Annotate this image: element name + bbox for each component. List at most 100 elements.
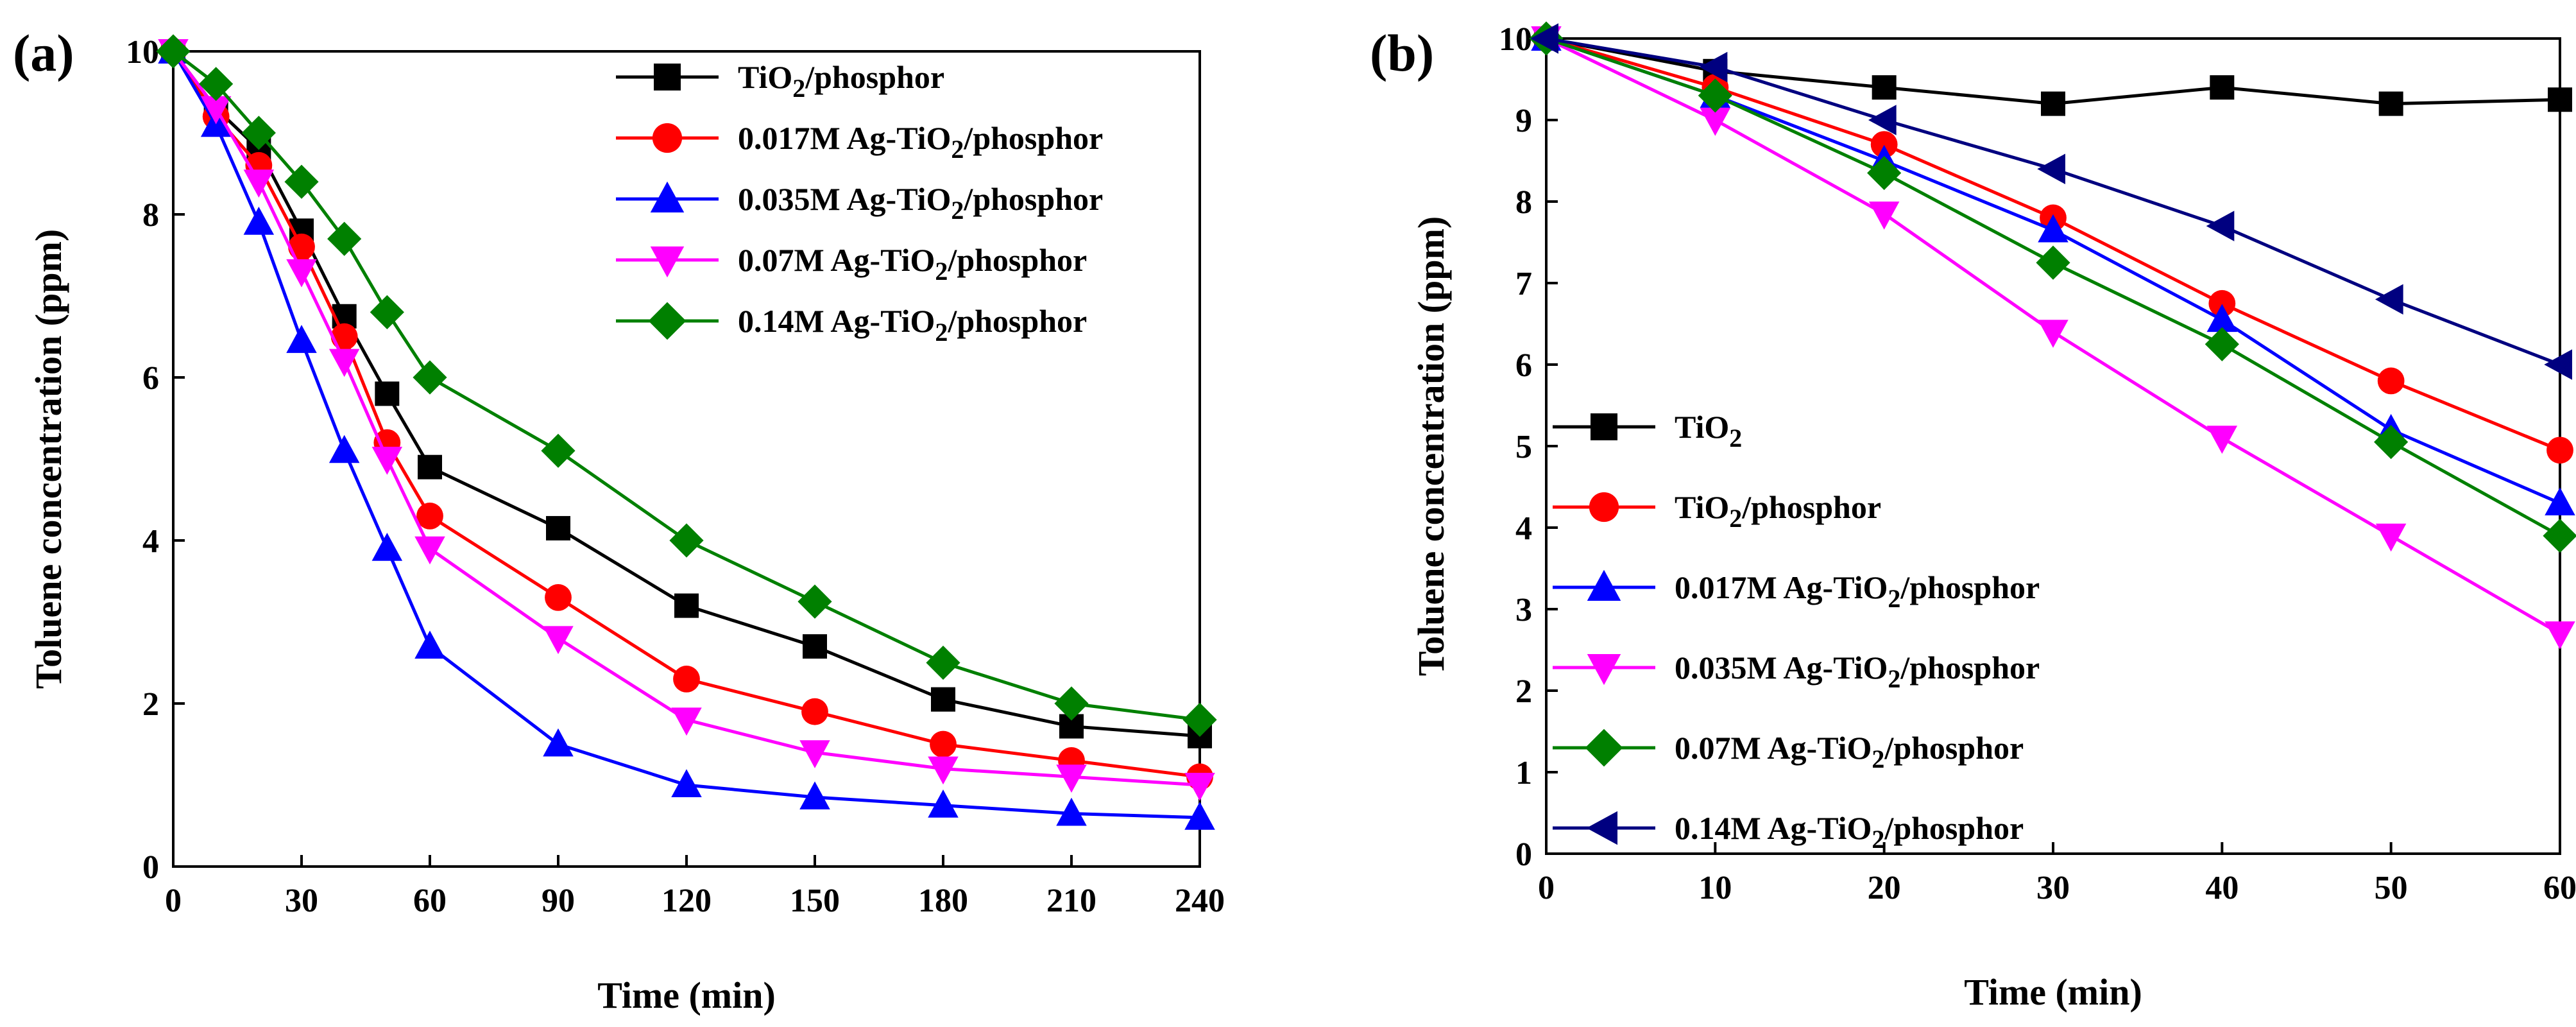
panel-b-series-5	[1530, 23, 2572, 380]
panel-b-legend-label: 0.017M Ag-TiO2/phosphor	[1675, 569, 2040, 613]
panel-a-series-3-point	[200, 96, 232, 125]
panel-b-series-5-line	[1546, 37, 2561, 367]
panel-a-series-3-point	[671, 707, 702, 736]
panel-a-series-3-point	[286, 259, 317, 288]
panel-a-series-1-point	[545, 584, 572, 611]
panel-a-series-3	[158, 39, 1215, 801]
panel-a-legend-entry-4: 0.14M Ag-TiO2/phosphor	[616, 302, 1087, 347]
panel-a-y-tick-label: 4	[142, 523, 159, 560]
panel-a-series-4-point	[327, 221, 362, 256]
panel-a-legend-entry-2: 0.035M Ag-TiO2/phosphor	[616, 181, 1103, 225]
panel-a-series-2-point	[1056, 797, 1087, 826]
panel-a-legend-entry-0: TiO2/phosphor	[616, 59, 944, 103]
panel-b-x-tick-label: 0	[1538, 870, 1555, 906]
panel-a-series-4-point	[413, 360, 447, 395]
panel-a-legend-label: 0.07M Ag-TiO2/phosphor	[738, 242, 1087, 286]
panel-b-series-2-point	[2038, 214, 2068, 243]
panel-a-y-tick-label: 2	[142, 686, 159, 723]
panel-a: 0 30 60 90 120 150 180 210 240 0 2 4 6 8 10 Time (min) T…	[13, 24, 1225, 1016]
panel-b-series-3-point	[2038, 320, 2068, 348]
panel-b-y-tick-label: 6	[1515, 347, 1532, 384]
panel-b-x-tick-label: 50	[2375, 870, 2408, 906]
panel-a-legend-label: 0.14M Ag-TiO2/phosphor	[738, 303, 1087, 347]
panel-b-y-tick-label: 10	[1499, 21, 1532, 58]
panel-b-legend-entry-5: 0.14M Ag-TiO2/phosphor	[1553, 810, 2024, 854]
panel-b-legend-label: 0.035M Ag-TiO2/phosphor	[1675, 650, 2040, 693]
panel-a-series-0-point	[674, 593, 699, 618]
panel-b-legend-marker	[1589, 492, 1619, 522]
panel-b-legend-entry-0: TiO2	[1553, 409, 1742, 453]
panel-b-series-5-point	[2206, 211, 2235, 241]
panel-a-series-4	[156, 34, 1217, 737]
panel-a-series-0-point	[375, 381, 400, 406]
panel-a-x-tick-label: 240	[1175, 883, 1225, 919]
panel-b-series-3-point	[1700, 108, 1731, 136]
panel-b-series-3	[1531, 26, 2575, 650]
panel-a-series-1-point	[801, 698, 828, 725]
panel-b-y-tick-label: 7	[1515, 266, 1532, 302]
panel-b-y-tick-label: 3	[1515, 592, 1532, 628]
panel-b-x-tick-label: 60	[2543, 870, 2576, 906]
panel-b-series-0-point	[2378, 91, 2403, 116]
panel-b-y-tick-label: 5	[1515, 429, 1532, 465]
panel-b-x-axis-title: Time (min)	[1964, 971, 2142, 1013]
panel-b-series-4-point	[1698, 78, 1732, 113]
panel-a-legend-marker	[654, 64, 681, 91]
panel-b-series-5-point	[2544, 349, 2572, 380]
panel-a-series-1-point	[330, 323, 358, 350]
panel-a-x-tick-label: 60	[413, 883, 447, 919]
panel-a-x-axis-title: Time (min)	[597, 974, 776, 1016]
panel-b-series-1-point	[2208, 289, 2236, 317]
panel-b-series-5-point	[2037, 153, 2065, 184]
panel-b-legend-marker	[1586, 811, 1617, 845]
panel-a-series-2-point	[328, 435, 360, 463]
panel-b-y-tick-label: 0	[1515, 836, 1532, 873]
panel-a-x-tick-label: 180	[918, 883, 968, 919]
panel-b-series-5-point	[1699, 51, 1728, 83]
panel-b-y-tick-label: 9	[1515, 103, 1532, 139]
panel-a-series-0-point	[546, 515, 570, 540]
panel-a-series-2-line	[171, 50, 1200, 820]
panel-b-legend-entry-3: 0.035M Ag-TiO2/phosphor	[1553, 650, 2040, 693]
panel-a-series-1-point	[673, 666, 700, 693]
panel-a-series-3-point	[799, 740, 830, 768]
panel-b-series-4-point	[2374, 425, 2409, 460]
panel-b-legend-marker	[1591, 413, 1617, 440]
panel-b-y-tick-label: 1	[1515, 755, 1532, 791]
panel-a-series-1-point	[416, 503, 443, 530]
panel-b-legend-marker	[1587, 569, 1621, 601]
panel-b-legend-label: 0.07M Ag-TiO2/phosphor	[1675, 730, 2024, 773]
panel-a-series-4-point	[541, 433, 576, 468]
panel-a-series-4-point	[156, 34, 191, 69]
panel-a-series-4-point	[798, 584, 832, 619]
panel-a-series-4-point	[1182, 702, 1217, 737]
panel-a-series-2	[158, 35, 1215, 830]
panel-b-series-1-point	[2377, 367, 2405, 395]
panel-a-series-2-point	[1184, 802, 1215, 830]
panel-a-x-tick-label: 150	[790, 883, 840, 919]
panel-b-series-3-point	[1868, 202, 1900, 230]
panel-a-series-3-point	[928, 756, 959, 785]
panel-b-y-axis-title: Toluene concentration (ppm)	[1410, 216, 1452, 676]
panel-b-series-0-point	[2548, 87, 2572, 112]
panel-a-series-1-point	[288, 233, 315, 261]
panel-b-legend-label: TiO2	[1675, 409, 1742, 453]
panel-b-legend-marker	[1585, 729, 1623, 767]
panel-a-series-2-point	[371, 533, 403, 561]
panel-a-series-3-point	[414, 536, 445, 565]
panel-b-series-0-point	[1872, 75, 1897, 100]
panel-a-series-4-point	[284, 164, 319, 199]
panel-b-series-5-point	[1868, 105, 1897, 135]
panel-b-legend-entry-4: 0.07M Ag-TiO2/phosphor	[1553, 729, 2024, 773]
panel-a-plot-frame	[172, 50, 1201, 868]
panel-a-legend-entry-1: 0.017M Ag-TiO2/phosphor	[616, 120, 1103, 164]
panel-a-series-2-point	[671, 769, 702, 797]
panel-a-series-3-point	[1056, 764, 1087, 793]
panel-a-series-2-point	[286, 325, 317, 353]
panel-a-series-4-point	[926, 645, 960, 680]
panel-b-series-2-point	[2545, 487, 2575, 515]
panel-a-legend-marker	[652, 123, 683, 153]
panel-b-series-5-point	[1530, 23, 1558, 54]
panel-a-legend-marker	[650, 181, 685, 212]
